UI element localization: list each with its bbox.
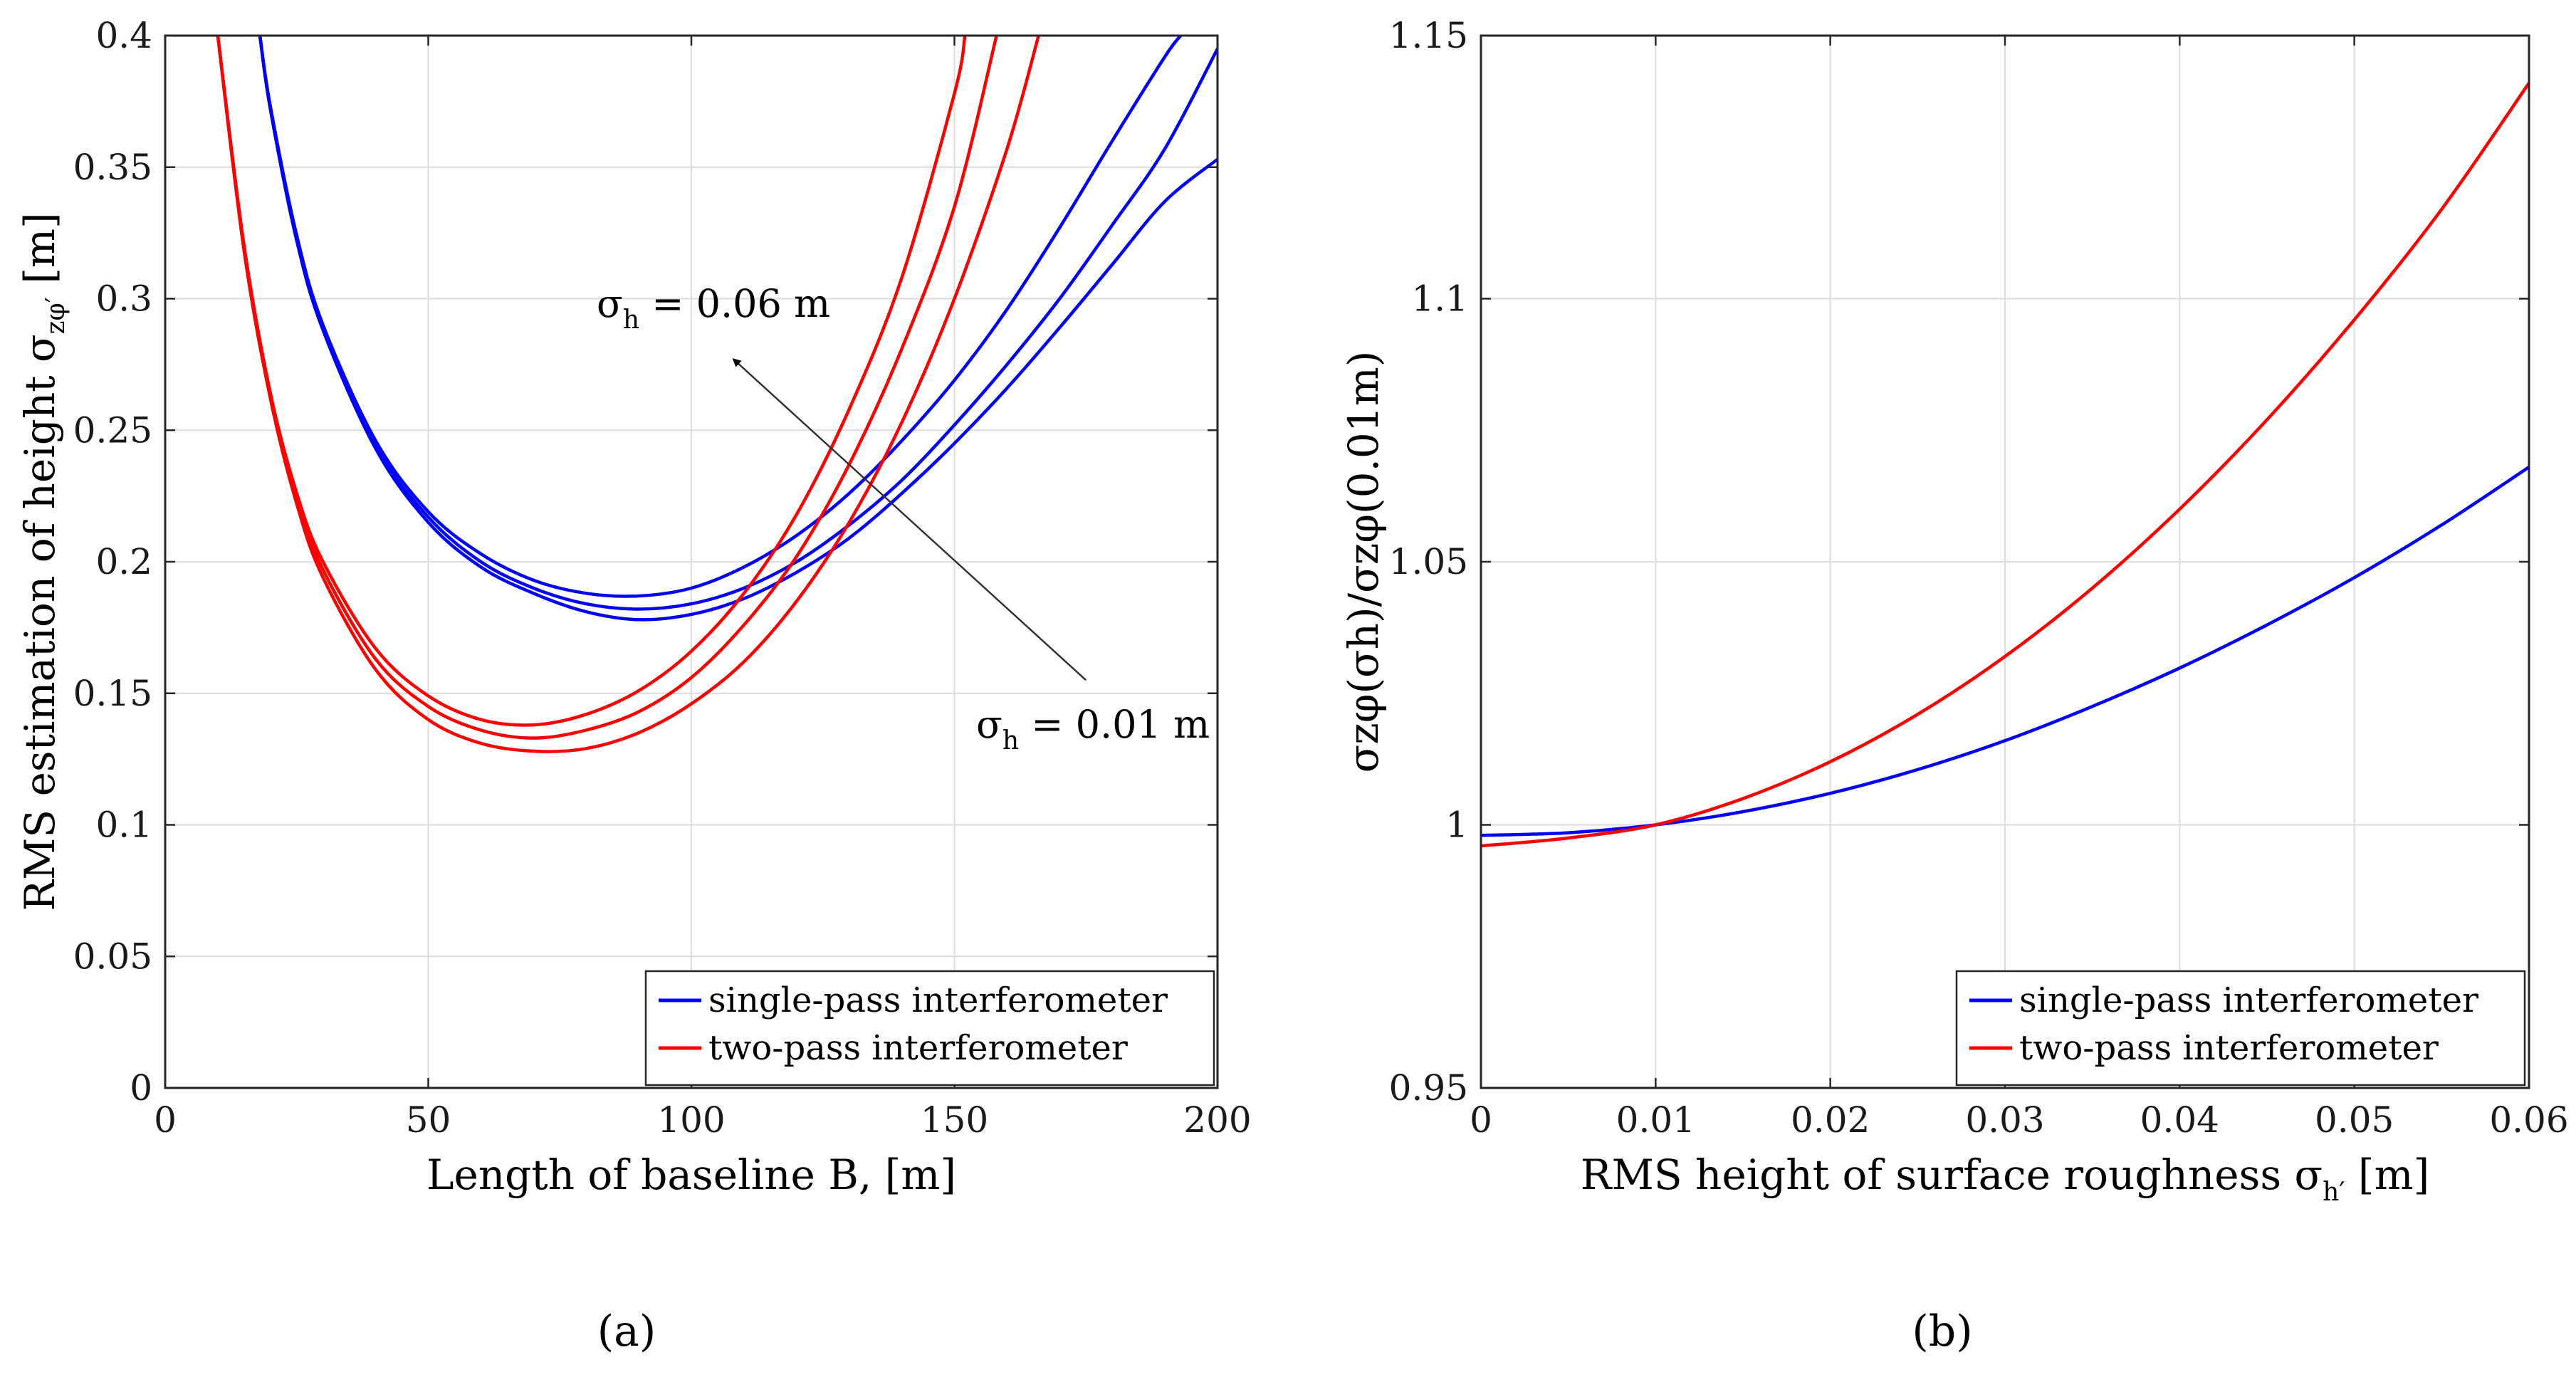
legend-label-single: single-pass interferometer — [2019, 980, 2478, 1020]
x-axis-label-suffix: [m] — [2345, 1151, 2430, 1199]
x-tick-label: 0.06 — [2489, 1099, 2568, 1141]
y-axis-label: RMS estimation of height σzφ′ [m] — [16, 212, 70, 911]
legend-box — [1955, 970, 2526, 1087]
annotation-top-sub: h — [623, 305, 639, 335]
legend: single-pass interferometer two-pass inte… — [644, 970, 1215, 1087]
axis-ticks: 0 0.01 0.02 0.03 0.04 0.05 0.06 0.95 1 1.05 1.1 1.1… — [1389, 15, 2569, 1141]
legend-label-single: single-pass interferometer — [708, 980, 1168, 1020]
y-tick-label: 0.15 — [73, 673, 152, 714]
x-tick-label: 0.05 — [2315, 1099, 2394, 1141]
y-axis-label: σzφ(σh)/σzφ(0.01m) — [1339, 351, 1388, 773]
panel-b: 0 0.01 0.02 0.03 0.04 0.05 0.06 0.95 1 1.05 1.1 1.1… — [1339, 15, 2569, 1356]
series-line-two-pass-interferometer — [1481, 82, 2529, 848]
legend: single-pass interferometer two-pass inte… — [1955, 970, 2526, 1087]
annotation-bottom-text: = 0.01 m — [1019, 702, 1210, 747]
y-tick-label: 0.4 — [95, 15, 152, 56]
x-tick-label: 200 — [1183, 1099, 1251, 1141]
x-tick-label: 0.01 — [1616, 1099, 1695, 1141]
series-line-two-pass-interferometer — [216, 36, 967, 727]
annotation-bottom-sigma: σ — [976, 702, 1002, 747]
y-tick-label: 0.1 — [95, 805, 152, 846]
x-tick-label: 0.03 — [1965, 1099, 2044, 1141]
annotation-top: σh = 0.06 m — [597, 281, 830, 335]
annotation-top-sigma: σ — [597, 281, 623, 326]
annotation-top-text: = 0.06 m — [639, 281, 830, 326]
x-tick-label: 0.04 — [2140, 1099, 2219, 1141]
x-axis-label: RMS height of surface roughness σh′ [m] — [1581, 1151, 2429, 1207]
y-tick-label: 0.35 — [73, 147, 152, 188]
y-tick-label: 0.2 — [95, 541, 152, 582]
x-axis-label-sub: h′ — [2323, 1178, 2345, 1207]
x-tick-label: 50 — [406, 1099, 451, 1141]
x-tick-label: 100 — [657, 1099, 725, 1141]
legend-label-two: two-pass interferometer — [2019, 1028, 2439, 1068]
x-axis-label: Length of baseline B, [m] — [426, 1151, 956, 1199]
annotation-bottom-sub: h — [1002, 726, 1019, 755]
panel-label-b: (b) — [1912, 1307, 1972, 1356]
y-tick-label: 0.3 — [95, 278, 152, 320]
x-axis-label-main: RMS height of surface roughness σ — [1581, 1151, 2323, 1199]
series-group — [1481, 82, 2529, 848]
x-tick-label: 0 — [1470, 1099, 1492, 1141]
series-line-single-pass-interferometer — [258, 36, 1183, 598]
y-axis-label-suffix: [m] — [16, 212, 64, 297]
y-tick-label: 1 — [1445, 805, 1468, 846]
y-tick-label: 0.05 — [73, 936, 152, 977]
panel-label-a: (a) — [597, 1307, 656, 1356]
y-tick-label: 0 — [130, 1067, 152, 1109]
y-tick-label: 1.05 — [1389, 541, 1468, 582]
axis-ticks: 0 50 100 150 200 0 0.05 0.1 0.15 0.2 0.25 0.3 0.35 0.… — [73, 15, 1252, 1141]
panel-a: 0 50 100 150 200 0 0.05 0.1 0.15 0.2 0.25 0.3 0.35 0.… — [16, 15, 1252, 1356]
y-axis-label-sub: zφ′ — [41, 297, 70, 334]
y-tick-label: 0.25 — [73, 409, 152, 451]
legend-box — [644, 970, 1215, 1087]
x-tick-label: 150 — [921, 1099, 988, 1141]
y-tick-label: 1.15 — [1389, 15, 1468, 56]
annotation-bottom: σh = 0.01 m — [976, 702, 1210, 755]
x-tick-label: 0.02 — [1791, 1099, 1870, 1141]
y-tick-label: 0.95 — [1389, 1067, 1468, 1109]
series-group — [216, 36, 1218, 753]
y-tick-label: 1.1 — [1411, 278, 1468, 320]
x-tick-label: 0 — [154, 1099, 177, 1141]
arrow — [732, 358, 1087, 681]
legend-label-two: two-pass interferometer — [708, 1028, 1128, 1068]
y-axis-label-main: RMS estimation of height σ — [16, 334, 64, 911]
